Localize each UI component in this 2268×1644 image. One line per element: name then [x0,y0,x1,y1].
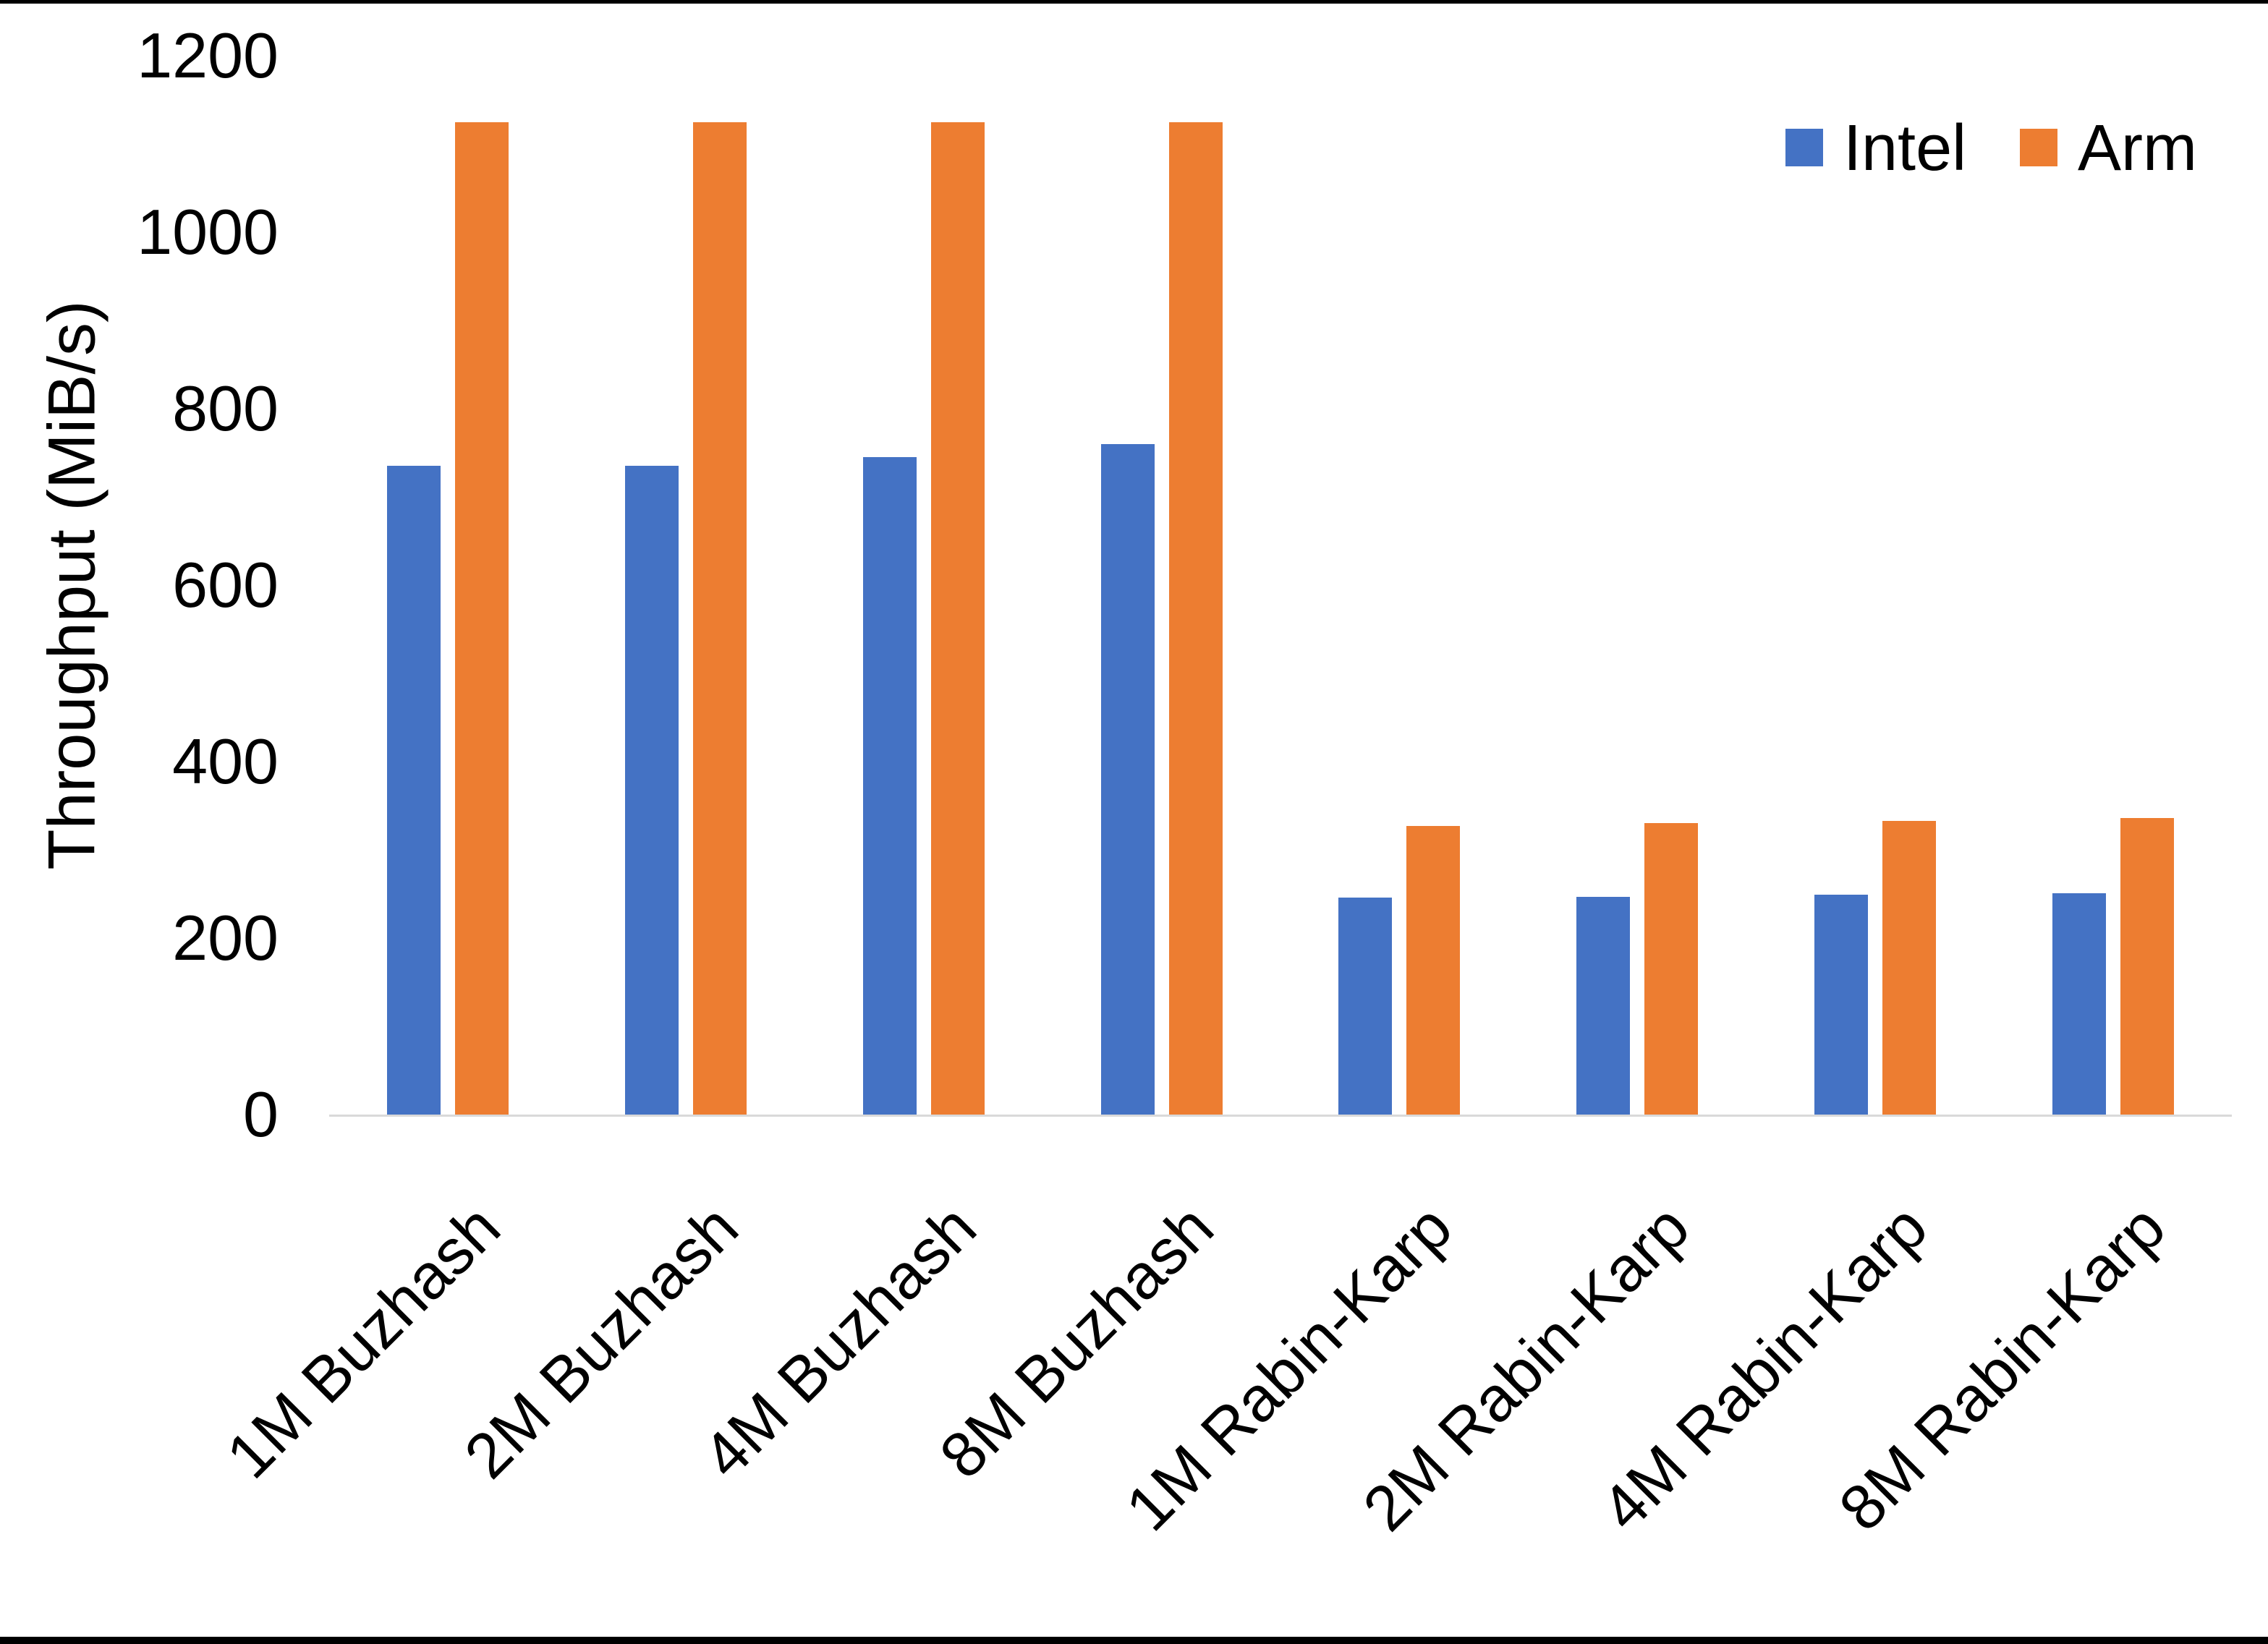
legend-swatch-intel [1785,129,1823,166]
y-tick-label-200: 200 [172,902,279,974]
y-tick-label-400: 400 [172,725,279,797]
bar-intel-4m-buzhash [862,457,917,1115]
bar-intel-2m-buzhash [625,466,679,1115]
bar-intel-1m-buzhash [387,466,441,1115]
y-tick-label-800: 800 [172,372,279,444]
bar-arm-2m-rabin-karp [1644,823,1699,1115]
legend-label-intel: Intel [1843,112,1967,184]
x-axis-line [329,1115,2232,1117]
bottom-border [0,1637,2268,1644]
y-tick-label-1200: 1200 [137,20,279,91]
y-tick-label-1000: 1000 [137,196,279,268]
bar-intel-8m-rabin-karp [2052,893,2106,1115]
bar-arm-4m-buzhash [930,122,985,1115]
bar-arm-8m-rabin-karp [2120,818,2174,1115]
bar-intel-8m-buzhash [1100,443,1155,1115]
top-border [0,0,2268,4]
bar-arm-1m-buzhash [455,122,509,1115]
bar-arm-1m-rabin-karp [1406,826,1461,1115]
bar-intel-4m-rabin-karp [1814,895,1868,1115]
legend-label-arm: Arm [2078,112,2197,184]
legend-swatch-arm [2020,129,2057,166]
bar-intel-2m-rabin-karp [1576,896,1631,1115]
bar-arm-2m-buzhash [693,122,747,1115]
y-tick-label-0: 0 [243,1078,279,1150]
bar-arm-4m-rabin-karp [1882,820,1936,1115]
bar-intel-1m-rabin-karp [1338,897,1393,1115]
bar-arm-8m-buzhash [1168,122,1223,1115]
y-tick-label-600: 600 [172,549,279,621]
